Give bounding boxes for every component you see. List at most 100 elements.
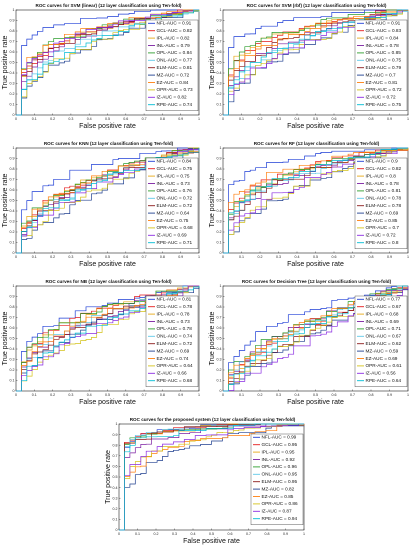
legend-entry: IZ-AUC = 0.72: [366, 233, 396, 238]
y-tick-label: 0.8: [10, 29, 15, 33]
x-tick-label: 1: [198, 117, 200, 121]
x-tick-label: 0.6: [332, 393, 337, 397]
roc-curve-rpe: [16, 148, 200, 254]
x-tick-label: 0.5: [105, 117, 110, 121]
x-axis-label: False positive rate: [183, 538, 240, 545]
roc-curve-opr: [223, 9, 408, 116]
x-tick-label: 0.1: [32, 393, 37, 397]
y-tick-label: 0.2: [217, 230, 222, 234]
y-tick-label: 0: [220, 251, 222, 255]
legend-entry: GCL-AUC = 0.95: [262, 442, 298, 447]
x-tick-label: 0.5: [313, 255, 318, 259]
x-tick-label: 0.6: [123, 393, 128, 397]
x-tick-label: 0: [222, 117, 224, 121]
y-tick-label: 0.1: [10, 379, 15, 383]
y-tick-label: 0.3: [113, 496, 118, 500]
y-tick-label: 0: [13, 251, 15, 255]
legend-entry: OPR-AUC = 0.7: [366, 225, 400, 230]
y-tick-label: 0.2: [10, 92, 15, 96]
y-tick-label: 0.5: [217, 61, 222, 65]
roc-panel-2: ROC curves for SVM (rbf) (12 layer class…: [209, 3, 409, 130]
x-tick-label: 0.3: [68, 255, 73, 259]
legend-entry: MZ-AUC = 0.7: [366, 72, 396, 77]
y-tick-label: 0.9: [10, 157, 15, 161]
roc-curve-opl: [223, 285, 408, 392]
y-tick-label: 0: [116, 528, 118, 532]
y-tick-label: 1: [220, 146, 222, 150]
y-tick-label: 0.1: [217, 241, 222, 245]
roc-curve-elm: [16, 9, 199, 116]
legend-entry: IPL-AUC = 0.68: [366, 311, 399, 316]
x-tick-label: 1: [303, 532, 305, 536]
x-tick-label: 0.2: [258, 255, 263, 259]
legend-entry: GCL-AUC = 0.67: [366, 304, 402, 309]
legend-entry: IZ-AUC = 0.66: [157, 371, 187, 376]
legend-entry: ONL-AUC = 0.95: [262, 472, 298, 477]
roc-panel-1: ROC curves for SVM (linear) (12 layer cl…: [2, 3, 200, 130]
roc-curve-ez: [119, 424, 305, 531]
roc-curve-nfl: [223, 9, 408, 116]
x-tick-label: 0.4: [295, 117, 300, 121]
legend: [145, 295, 199, 388]
y-tick-label: 0.9: [217, 19, 222, 23]
x-tick-label: 0: [222, 255, 224, 259]
legend-entry: ELM-AUC = 0.72: [157, 203, 193, 208]
legend-entry: RPE-AUC = 0.64: [366, 378, 402, 383]
legend-entry: OPL-AUC = 0.96: [262, 464, 298, 469]
legend-entry: IPL-AUC = 0.84: [366, 35, 399, 40]
x-tick-label: 0.7: [142, 255, 147, 259]
chart-title: ROC curves for RF (12 layer classificati…: [254, 141, 380, 146]
legend-entry: INL-AUC = 0.79: [157, 43, 191, 48]
y-tick-label: 0.2: [10, 230, 15, 234]
chart-title: ROC curves for Decision Tree (12 layer c…: [242, 279, 392, 284]
roc-curve-rpe: [16, 9, 199, 116]
y-tick-label: 0: [220, 113, 222, 117]
x-tick-label: 0.7: [350, 393, 355, 397]
y-tick-label: 0: [220, 389, 222, 393]
x-tick-label: 0.4: [295, 393, 300, 397]
legend-entry: INL-AUC = 0.73: [157, 181, 191, 186]
roc-curve-opl: [223, 9, 408, 116]
legend-entry: EZ-AUC = 0.81: [366, 80, 398, 85]
x-tick-label: 0.6: [332, 255, 337, 259]
x-tick-label: 0.5: [105, 255, 110, 259]
legend-entry: ONL-AUC = 0.78: [366, 196, 402, 201]
y-tick-label: 0: [13, 389, 15, 393]
x-tick-label: 0.5: [313, 393, 318, 397]
y-tick-label: 0.6: [10, 326, 15, 330]
x-tick-label: 1: [198, 393, 200, 397]
x-tick-label: 0.9: [387, 255, 392, 259]
y-tick-label: 0.6: [217, 50, 222, 54]
legend-entry: INL-AUC = 0.78: [366, 43, 400, 48]
legend-entry: EZ-AUC = 0.74: [157, 356, 189, 361]
x-tick-label: 0.6: [228, 532, 233, 536]
legend-entry: RPE-AUC = 0.75: [366, 102, 402, 107]
legend: [354, 157, 408, 250]
legend-entry: ONL-AUC = 0.67: [366, 334, 402, 339]
y-tick-label: 1: [220, 8, 222, 12]
x-axis-label: False positive rate: [79, 261, 136, 268]
legend-entry: NFL-AUC = 0.77: [366, 297, 401, 302]
legend-entry: ELM-AUC = 0.62: [366, 341, 402, 346]
x-tick-label: 0.8: [265, 532, 270, 536]
y-tick-label: 0.5: [217, 199, 222, 203]
y-tick-label: 0.2: [113, 507, 118, 511]
y-tick-label: 0.9: [217, 295, 222, 299]
legend-entry: IPL-AUC = 0.75: [157, 173, 190, 178]
roc-curve-inl: [119, 423, 304, 531]
x-tick-label: 0.8: [160, 117, 165, 121]
y-tick-label: 0.3: [217, 82, 222, 86]
x-tick-label: 0.6: [332, 117, 337, 121]
legend-entry: RPE-AUC = 0.74: [157, 102, 193, 107]
x-tick-label: 0.9: [283, 532, 288, 536]
y-tick-label: 0.2: [217, 92, 222, 96]
y-tick-label: 1: [116, 422, 118, 426]
x-tick-label: 0.5: [105, 393, 110, 397]
y-tick-label: 0.5: [10, 337, 15, 341]
y-axis-label: True positive rate: [105, 450, 112, 504]
x-tick-label: 0: [15, 117, 17, 121]
x-tick-label: 0.1: [239, 393, 244, 397]
y-tick-label: 0.4: [113, 486, 118, 490]
y-tick-label: 0.9: [10, 19, 15, 23]
